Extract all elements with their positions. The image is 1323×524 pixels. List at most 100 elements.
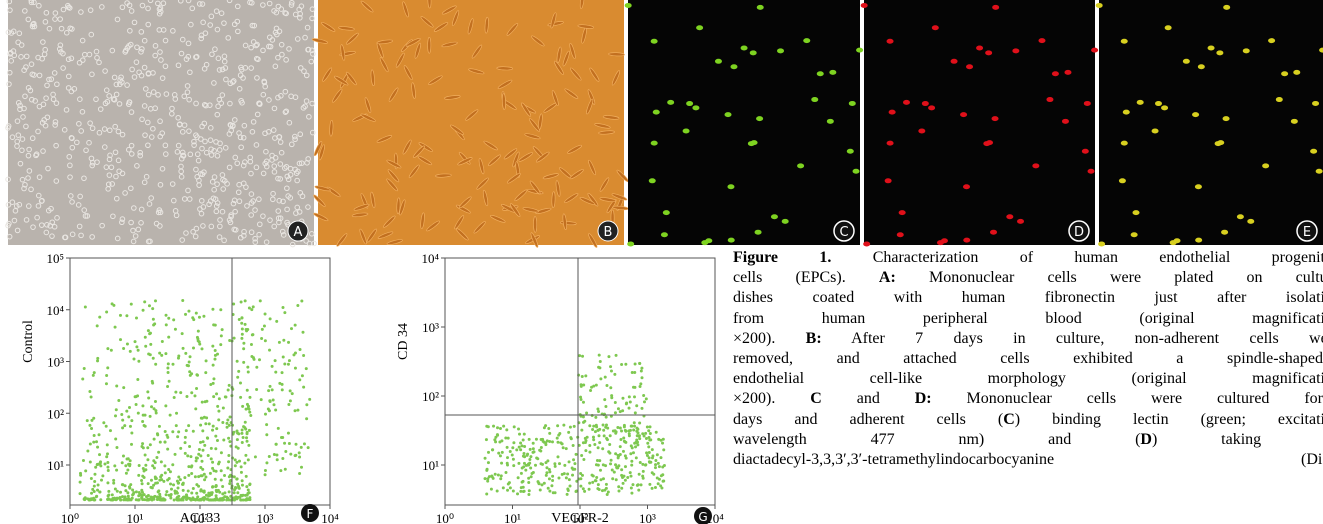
event-dot — [233, 491, 236, 494]
event-dot — [610, 459, 613, 462]
cell — [829, 70, 836, 75]
event-dot — [122, 455, 125, 458]
event-dot — [496, 434, 499, 437]
photo — [628, 0, 860, 245]
event-dot — [254, 455, 257, 458]
event-dot — [153, 495, 156, 498]
event-dot — [241, 484, 244, 487]
event-dot — [308, 398, 311, 401]
event-dot — [241, 333, 244, 336]
event-dot — [95, 440, 98, 443]
event-dot — [651, 448, 654, 451]
cell — [1017, 219, 1024, 224]
event-dot — [604, 376, 607, 379]
event-dot — [567, 431, 570, 434]
event-dot — [202, 490, 205, 493]
event-dot — [190, 466, 193, 469]
event-dot — [596, 487, 599, 490]
cell — [428, 37, 431, 53]
event-dot — [594, 479, 597, 482]
event-dot — [240, 300, 243, 303]
event-dot — [136, 394, 139, 397]
event-dot — [249, 414, 252, 417]
event-dot — [147, 329, 150, 332]
cell — [1133, 210, 1140, 215]
event-dot — [520, 472, 523, 475]
event-dot — [227, 388, 230, 391]
photo-panel: A — [6, 0, 317, 247]
event-dot — [264, 312, 267, 315]
event-dot — [164, 471, 167, 474]
event-dot — [281, 371, 284, 374]
event-dot — [260, 398, 263, 401]
event-dot — [203, 478, 206, 481]
event-dot — [165, 323, 168, 326]
event-dot — [141, 404, 144, 407]
event-dot — [244, 299, 247, 302]
event-dot — [232, 431, 235, 434]
event-dot — [204, 371, 207, 374]
cell — [1121, 141, 1128, 146]
cell — [1064, 70, 1071, 75]
event-dot — [263, 325, 266, 328]
event-dot — [106, 347, 109, 350]
event-dot — [571, 474, 574, 477]
event-dot — [298, 456, 301, 459]
event-dot — [241, 441, 244, 444]
event-dot — [512, 490, 515, 493]
event-dot — [654, 466, 657, 469]
event-dot — [614, 401, 617, 404]
event-dot — [605, 384, 608, 387]
event-dot — [569, 426, 572, 429]
event-dot — [500, 462, 503, 465]
event-dot — [609, 462, 612, 465]
event-dot — [611, 469, 614, 472]
cell — [1281, 71, 1288, 76]
event-dot — [82, 459, 85, 462]
event-dot — [127, 415, 130, 418]
event-dot — [126, 342, 129, 345]
event-dot — [614, 463, 617, 466]
event-dot — [248, 408, 251, 411]
event-dot — [582, 384, 585, 387]
event-dot — [228, 482, 231, 485]
event-dot — [156, 433, 159, 436]
event-dot — [294, 324, 297, 327]
event-dot — [641, 475, 644, 478]
event-dot — [177, 476, 180, 479]
caption-line: diactadecyl-3,3,3′,3′-tetramethylindocar… — [733, 450, 1323, 470]
event-dot — [236, 376, 239, 379]
event-dot — [197, 475, 200, 478]
event-dot — [125, 410, 128, 413]
event-dot — [210, 493, 213, 496]
event-dot — [599, 377, 602, 380]
event-dot — [516, 492, 519, 495]
event-dot — [157, 451, 160, 454]
event-dot — [291, 392, 294, 395]
event-dot — [305, 367, 308, 370]
event-dot — [166, 367, 169, 370]
event-dot — [535, 438, 538, 441]
event-dot — [592, 425, 595, 428]
event-dot — [95, 495, 98, 498]
caption-text: B: — [806, 330, 822, 347]
caption-text: C — [1003, 411, 1015, 428]
caption-text: D — [1140, 431, 1152, 448]
event-dot — [496, 426, 499, 429]
event-dot — [490, 488, 493, 491]
event-dot — [174, 453, 177, 456]
event-dot — [208, 422, 211, 425]
caption-text: Mononuclear cells were plated on cultur — [896, 269, 1323, 286]
event-dot — [98, 491, 101, 494]
event-dot — [217, 418, 220, 421]
caption-text: C — [810, 390, 822, 407]
event-dot — [250, 308, 253, 311]
event-dot — [132, 358, 135, 361]
event-dot — [194, 407, 197, 410]
photo — [1099, 0, 1323, 245]
event-dot — [187, 424, 190, 427]
event-dot — [239, 381, 242, 384]
event-dot — [556, 455, 559, 458]
event-dot — [635, 456, 638, 459]
event-dot — [646, 425, 649, 428]
